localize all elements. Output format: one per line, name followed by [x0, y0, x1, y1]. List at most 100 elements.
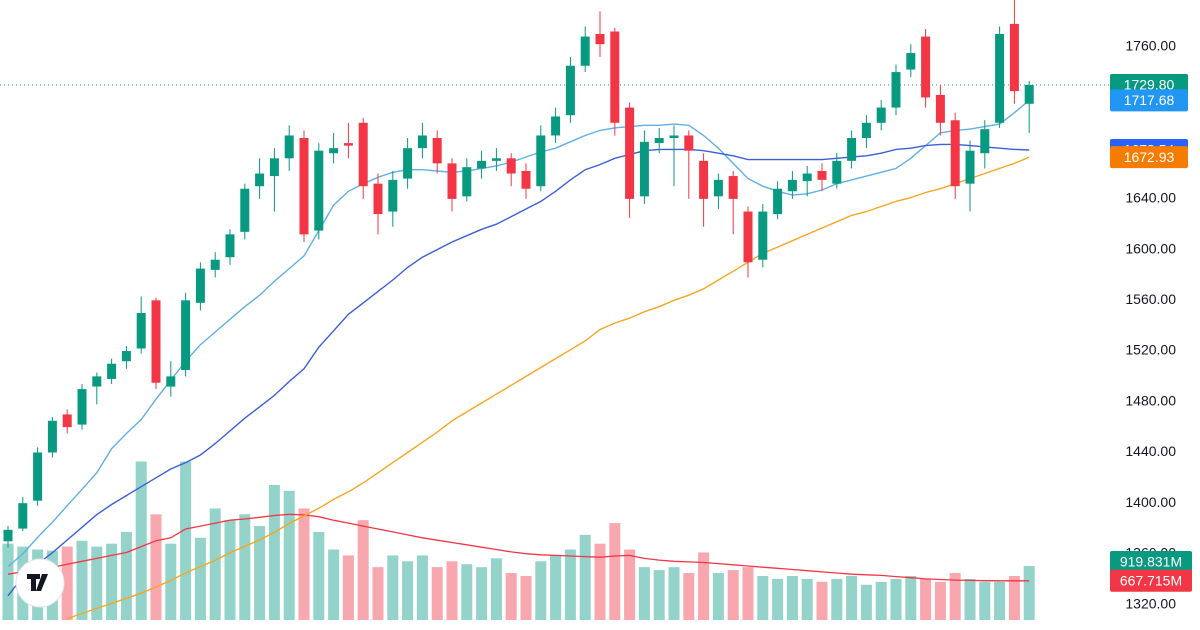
candle-body — [107, 363, 117, 379]
y-tick-label: 1400.00 — [1125, 494, 1176, 510]
y-tick-label: 1800.00 — [1125, 0, 1176, 3]
volume-bar — [76, 540, 88, 620]
candle-body — [181, 300, 191, 371]
volume-bar — [254, 526, 266, 620]
candle-body — [299, 138, 309, 235]
candle-body — [329, 148, 339, 154]
candle-body — [240, 188, 250, 232]
candle-body — [728, 176, 738, 199]
y-tick-label: 1440.00 — [1125, 443, 1176, 459]
candle-body — [551, 116, 561, 136]
volume-bar — [106, 543, 118, 620]
candle-body — [787, 179, 797, 192]
candle-body — [121, 351, 131, 362]
ma-line — [7, 143, 1030, 597]
volume-bar — [846, 575, 858, 620]
volume-bar — [194, 537, 206, 620]
candle-body — [758, 211, 768, 260]
volume-bar — [831, 578, 843, 620]
volume-bar — [520, 575, 532, 620]
volume-bar — [165, 543, 177, 620]
candle-body — [699, 160, 709, 199]
candle-body — [255, 173, 265, 187]
volume-bar — [964, 578, 976, 620]
candle-body — [743, 211, 753, 263]
volume-bar — [2, 543, 14, 620]
candle-body — [965, 150, 975, 184]
volume-bar — [949, 573, 961, 620]
volume-label-box — [1110, 569, 1192, 592]
ma-line — [66, 156, 1030, 620]
candle-body — [876, 107, 886, 123]
candle-body — [506, 158, 516, 174]
volume-bar — [594, 543, 606, 620]
candle-body — [995, 34, 1005, 123]
volume-bar — [579, 534, 591, 620]
candle-body — [610, 31, 620, 123]
candle-body — [921, 36, 931, 98]
candle-body — [935, 94, 945, 123]
candle-body — [891, 72, 901, 108]
candle-body — [33, 452, 43, 501]
candle-body — [62, 414, 72, 428]
volume-bar — [727, 570, 739, 620]
candle-body — [284, 135, 294, 159]
volume-bar — [446, 561, 458, 620]
volume-bar — [920, 578, 932, 620]
candle-body — [713, 179, 723, 197]
candle-body — [1009, 23, 1019, 92]
volume-bar — [905, 575, 917, 620]
volume-bar — [624, 549, 636, 620]
volume-bar — [816, 581, 828, 620]
ma-line — [7, 99, 1030, 568]
candle-body — [950, 120, 960, 187]
candle-body — [669, 135, 679, 139]
volume-bar — [550, 555, 562, 620]
volume-bar — [698, 552, 710, 620]
candle-body — [491, 158, 501, 161]
volume-bar — [91, 546, 103, 620]
volume-bar — [1023, 565, 1035, 620]
candle-body — [580, 36, 590, 66]
candle-body — [18, 503, 28, 529]
candle-body — [521, 170, 531, 189]
candles — [3, 0, 1034, 548]
volume-bar — [1008, 575, 1020, 620]
volume-bar — [742, 567, 754, 620]
candle-body — [639, 141, 649, 197]
volume-bar — [875, 581, 887, 620]
volume-bar — [372, 567, 384, 620]
volume-bar — [490, 558, 502, 620]
volume-bar — [298, 508, 310, 620]
candle-body — [343, 143, 353, 146]
volume-bar — [135, 461, 147, 620]
candle-body — [625, 107, 635, 199]
volume-bar — [416, 555, 428, 620]
candle-body — [92, 376, 102, 387]
volume-bar — [609, 523, 621, 620]
price-label-box — [1110, 146, 1188, 169]
candle-body — [388, 179, 398, 212]
volume-bar — [209, 508, 221, 620]
volume-bar — [239, 514, 251, 620]
candle-body — [151, 300, 161, 383]
y-tick-label: 1760.00 — [1125, 37, 1176, 53]
candle-body — [166, 376, 176, 387]
volume-bar — [150, 514, 162, 620]
candle-body — [447, 163, 457, 199]
price-label-box — [1110, 89, 1188, 112]
volume-bar — [328, 549, 340, 620]
volume-bar — [461, 564, 473, 620]
volume-bar — [505, 573, 517, 620]
volume-bar — [934, 581, 946, 620]
volume-bar — [61, 546, 73, 620]
volume-bar — [979, 581, 991, 620]
volume-bar — [180, 461, 192, 620]
volume-bar — [313, 531, 325, 620]
volume-ma-line — [7, 513, 1030, 582]
y-tick-label: 1640.00 — [1125, 190, 1176, 206]
volume-label-box — [1110, 551, 1192, 573]
candle-body — [980, 129, 990, 154]
price-label: 1672.93 — [1124, 149, 1175, 165]
